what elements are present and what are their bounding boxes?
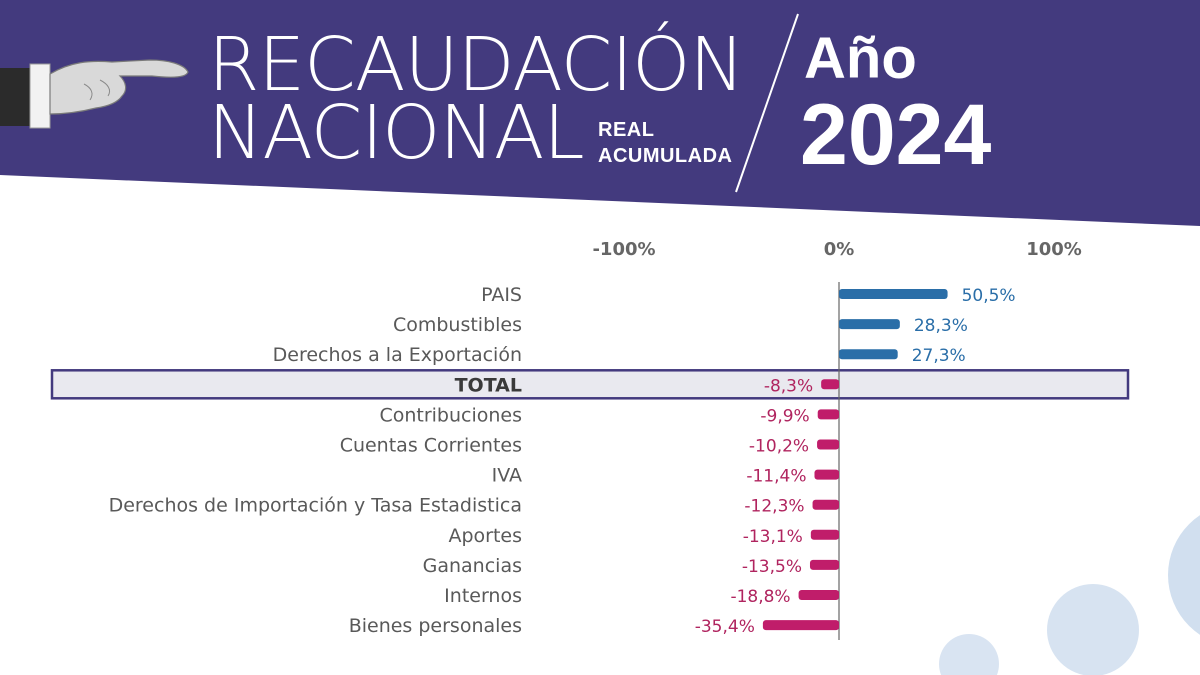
bar: [839, 289, 948, 299]
year-value: 2024: [800, 87, 992, 183]
data-label: -18,8%: [730, 587, 790, 607]
banner-background: [0, 0, 1200, 226]
category-label: Combustibles: [393, 314, 522, 336]
bar: [839, 349, 898, 360]
x-tick-label: -100%: [592, 239, 655, 260]
data-label: -8,3%: [764, 376, 813, 396]
category-label: Cuentas Corrientes: [340, 435, 522, 457]
pointing-hand-icon: [0, 59, 189, 129]
bar: [812, 499, 839, 510]
category-label: Aportes: [448, 525, 522, 547]
category-label: Ganancias: [423, 555, 522, 577]
data-label: -9,9%: [760, 406, 809, 426]
subtitle-line-2: ACUMULADA: [598, 145, 733, 167]
data-label: 50,5%: [962, 286, 1016, 306]
bar: [814, 469, 839, 480]
bar: [839, 319, 900, 330]
category-label: Bienes personales: [349, 615, 522, 637]
category-label: Contribuciones: [379, 404, 522, 426]
bar: [809, 559, 839, 570]
title-line-2: NACIONAL: [208, 90, 585, 176]
subtitle-line-1: REAL: [598, 119, 655, 141]
decor-circle-large: [1168, 515, 1200, 635]
decor-circle-medium: [1047, 584, 1139, 675]
decor-circle-small: [939, 634, 999, 675]
data-label: -11,4%: [746, 467, 806, 487]
category-label: IVA: [492, 465, 522, 487]
bar: [817, 439, 839, 450]
header-banner: RECAUDACIÓN NACIONAL REAL ACUMULADA Año …: [0, 0, 1200, 240]
bar: [762, 620, 839, 631]
category-label: Derechos de Importación y Tasa Estadisti…: [109, 495, 522, 517]
year-label: Año: [804, 26, 917, 91]
category-label: Internos: [444, 585, 522, 607]
bar: [821, 379, 839, 390]
divider-slash: [735, 13, 799, 193]
total-row-highlight: [50, 369, 1130, 400]
category-label: PAIS: [481, 284, 522, 306]
bar: [798, 590, 839, 600]
bar: [817, 409, 839, 420]
data-label: -35,4%: [695, 617, 755, 637]
category-label: Derechos a la Exportación: [273, 344, 522, 366]
x-tick-label: 0%: [824, 239, 855, 260]
data-label: -10,2%: [749, 437, 809, 457]
data-label: -12,3%: [744, 497, 804, 517]
category-label: TOTAL: [455, 374, 522, 396]
data-label: -13,5%: [742, 557, 802, 577]
title-line-1: RECAUDACIÓN: [208, 22, 745, 108]
data-label: 27,3%: [912, 346, 966, 366]
data-label: 28,3%: [914, 316, 968, 336]
x-tick-label: 100%: [1026, 239, 1082, 260]
bar: [810, 529, 839, 540]
data-label: -13,1%: [743, 527, 803, 547]
